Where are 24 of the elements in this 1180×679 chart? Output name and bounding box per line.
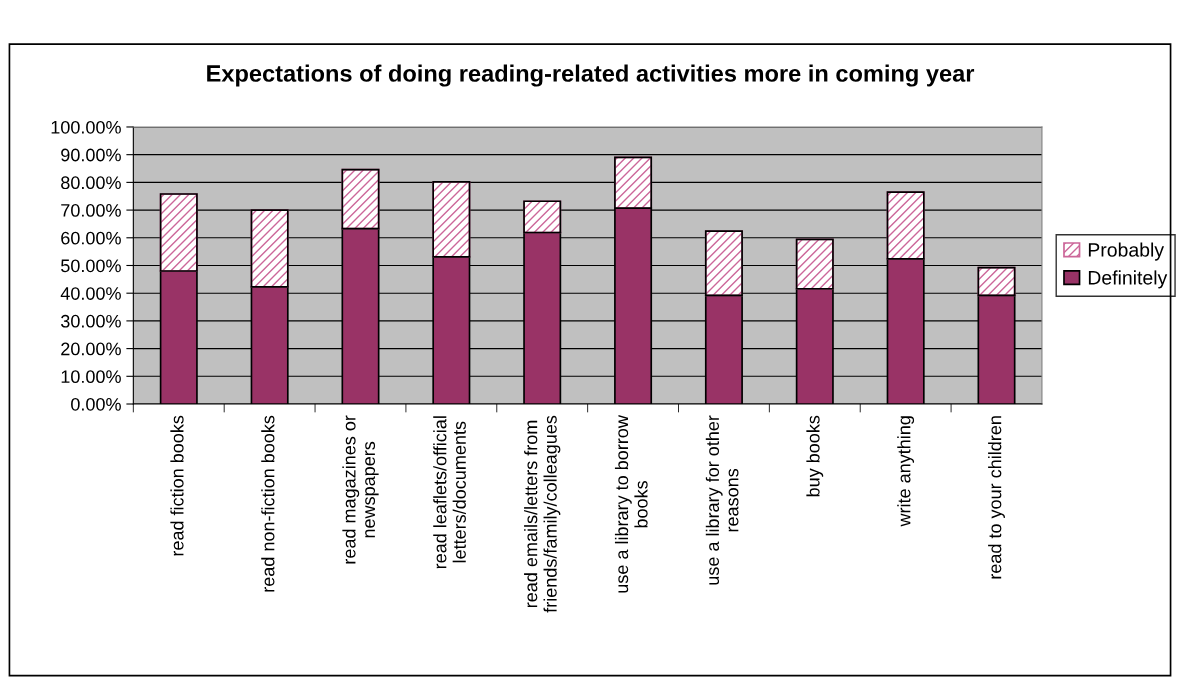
y-tick-label: 30.00% (60, 314, 121, 328)
x-tick-label: write anything (897, 416, 915, 527)
y-tick-label: 0.00% (71, 397, 121, 411)
x-tick-label: read to your children (988, 416, 1005, 579)
y-tick-label: 90.00% (61, 148, 121, 162)
y-tick-label: 100.00% (51, 120, 121, 134)
x-tick-label: use a library to borrow books (614, 415, 648, 593)
y-tick-label: 70.00% (61, 204, 121, 217)
y-tick-label: 50.00% (61, 259, 121, 273)
x-tick-label: read emails/letters from friends/family/colleagues (524, 415, 561, 613)
y-tick-label: 80.00% (61, 176, 121, 190)
y-tick-label: 20.00% (61, 342, 121, 356)
x-tick-label: read magazines or newspapers (342, 415, 379, 564)
x-tick-label: read fiction books (170, 415, 184, 556)
y-tick-label: 40.00% (60, 287, 121, 300)
legend-label: Definitely (1088, 270, 1168, 289)
x-tick-label: read leaflets/official letters/documents (433, 416, 466, 569)
x-tick-label: read non-fiction books (261, 415, 275, 592)
x-tick-label: use a library for other reasons (705, 415, 739, 585)
legend-label: Probably (1088, 242, 1165, 261)
chart-title: Expectations of doing reading-related activities more in coming year (207, 64, 975, 87)
y-tick-label: 10.00% (61, 370, 121, 384)
x-tick-label: buy books (806, 415, 824, 497)
y-tick-label: 60.00% (61, 231, 121, 245)
